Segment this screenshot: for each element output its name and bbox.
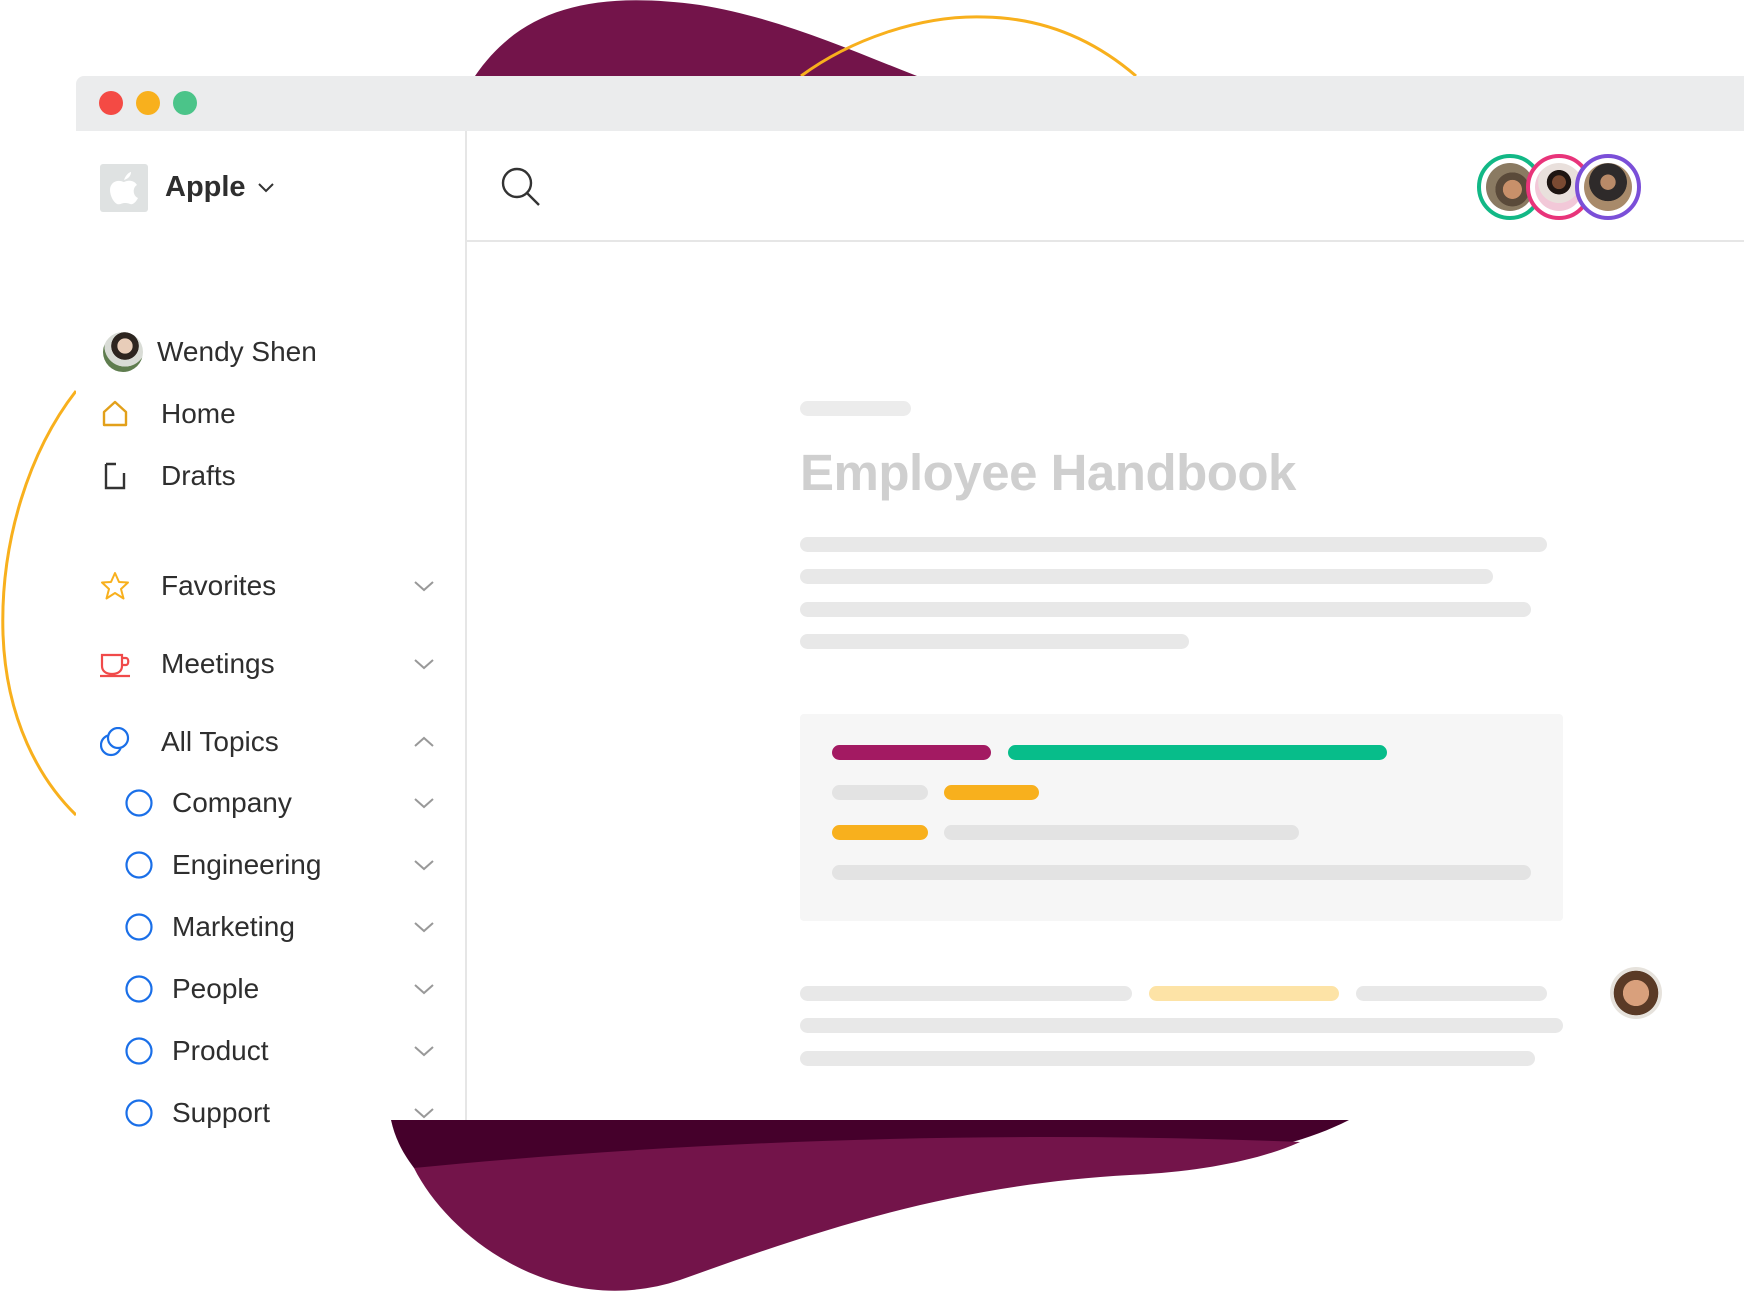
chevron-down-icon[interactable] bbox=[412, 574, 436, 598]
nav-drafts-label: Drafts bbox=[161, 460, 236, 491]
breadcrumb-placeholder bbox=[800, 401, 911, 416]
user-name: Wendy Shen bbox=[157, 336, 317, 367]
user-profile[interactable]: Wendy Shen bbox=[76, 327, 467, 377]
workspace-name: Apple bbox=[165, 171, 246, 203]
home-icon bbox=[102, 400, 128, 427]
topics-icon bbox=[100, 727, 130, 757]
top-bar bbox=[467, 131, 1744, 242]
topic-item[interactable]: Engineering bbox=[76, 840, 467, 890]
section-favorites-label: Favorites bbox=[161, 570, 277, 601]
topic-circle-icon bbox=[125, 913, 153, 941]
title-bar bbox=[76, 76, 1744, 131]
chevron-down-icon[interactable] bbox=[412, 1101, 436, 1125]
top-blob bbox=[475, 0, 917, 76]
text-line-placeholder bbox=[800, 1018, 1563, 1033]
card-bar bbox=[832, 865, 1531, 880]
close-button[interactable] bbox=[99, 91, 123, 115]
topic-label: Company bbox=[172, 787, 292, 818]
nav-drafts[interactable]: Drafts bbox=[76, 451, 467, 501]
topic-item[interactable]: Marketing bbox=[76, 902, 467, 952]
chevron-down-icon bbox=[258, 183, 274, 193]
card-bar bbox=[832, 745, 991, 760]
card-bar bbox=[832, 825, 928, 840]
top-arc bbox=[800, 15, 1137, 78]
card-bar bbox=[832, 785, 928, 800]
card-bar bbox=[944, 785, 1039, 800]
user-avatar bbox=[103, 332, 143, 372]
topic-circle-icon bbox=[125, 789, 153, 817]
nav-home-label: Home bbox=[161, 398, 236, 429]
topic-circle-icon bbox=[125, 1099, 153, 1127]
topic-item[interactable]: Support bbox=[76, 1088, 467, 1138]
section-all-topics[interactable]: All Topics bbox=[76, 717, 467, 767]
workspace-switcher[interactable]: Apple bbox=[100, 164, 300, 212]
text-line-placeholder bbox=[800, 537, 1547, 552]
section-meetings-label: Meetings bbox=[161, 648, 275, 679]
chevron-down-icon[interactable] bbox=[412, 915, 436, 939]
topic-item[interactable]: People bbox=[76, 964, 467, 1014]
chevron-down-icon[interactable] bbox=[412, 853, 436, 877]
topic-item[interactable]: Company bbox=[76, 778, 467, 828]
topic-label: Product bbox=[172, 1035, 269, 1066]
section-favorites[interactable]: Favorites bbox=[76, 561, 467, 611]
embedded-card bbox=[800, 714, 1563, 921]
nav-home[interactable]: Home bbox=[76, 389, 467, 439]
text-line-placeholder bbox=[800, 569, 1493, 584]
main-content: Employee Handbook bbox=[467, 131, 1744, 1120]
highlighted-text-placeholder bbox=[1149, 986, 1339, 1001]
topic-label: People bbox=[172, 973, 260, 1004]
text-line-placeholder bbox=[800, 1051, 1535, 1066]
minimize-button[interactable] bbox=[136, 91, 160, 115]
text-line-placeholder bbox=[800, 634, 1189, 649]
topic-circle-icon bbox=[125, 975, 153, 1003]
app-window: Apple Wendy Shen Home Drafts Favorites M… bbox=[76, 76, 1744, 1128]
topic-label: Engineering bbox=[172, 849, 322, 880]
topic-label: Support bbox=[172, 1097, 271, 1128]
chevron-down-icon[interactable] bbox=[412, 791, 436, 815]
topic-item[interactable]: Product bbox=[76, 1026, 467, 1076]
star-icon bbox=[101, 572, 129, 600]
section-meetings[interactable]: Meetings bbox=[76, 639, 467, 689]
card-bar bbox=[944, 825, 1299, 840]
collaborator-avatar[interactable] bbox=[1575, 154, 1641, 220]
text-line-placeholder bbox=[1356, 986, 1547, 1001]
chevron-down-icon[interactable] bbox=[412, 652, 436, 676]
chevron-up-icon[interactable] bbox=[412, 730, 436, 754]
text-line-placeholder bbox=[800, 602, 1531, 617]
card-bar bbox=[1008, 745, 1387, 760]
apple-logo-icon bbox=[100, 164, 148, 212]
maximize-button[interactable] bbox=[173, 91, 197, 115]
comment-author-avatar[interactable] bbox=[1610, 967, 1662, 1019]
document-title[interactable]: Employee Handbook bbox=[800, 444, 1296, 501]
text-line-placeholder bbox=[800, 986, 1132, 1001]
coffee-cup-icon bbox=[100, 653, 130, 678]
sidebar: Apple Wendy Shen Home Drafts Favorites M… bbox=[76, 131, 467, 1128]
chevron-down-icon[interactable] bbox=[412, 1039, 436, 1063]
section-all-topics-label: All Topics bbox=[161, 726, 279, 757]
topic-label: Marketing bbox=[172, 911, 295, 942]
chevron-down-icon[interactable] bbox=[412, 977, 436, 1001]
search-icon[interactable] bbox=[500, 166, 542, 208]
left-arc bbox=[1, 390, 78, 817]
document-icon bbox=[104, 462, 126, 490]
topic-circle-icon bbox=[125, 851, 153, 879]
bottom-blob bbox=[414, 1137, 1300, 1291]
topic-circle-icon bbox=[125, 1037, 153, 1065]
